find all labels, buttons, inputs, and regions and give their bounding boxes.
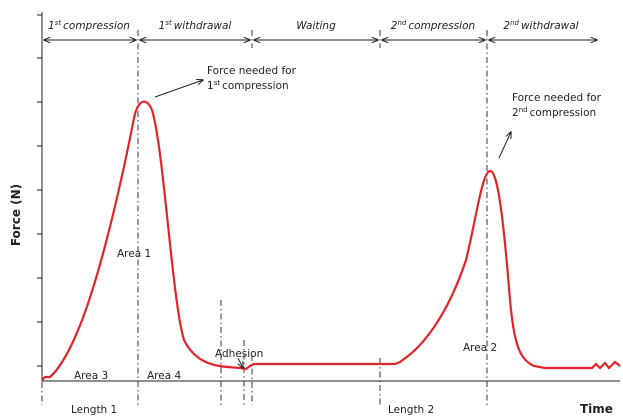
peak1-label: 1st compression: [207, 79, 289, 92]
peak1-label: Force needed for: [207, 65, 297, 77]
peak1-arrow: [154, 80, 203, 98]
x-axis-label: Time: [580, 402, 613, 416]
axes: [37, 12, 620, 382]
area-label: Area 2: [463, 342, 497, 354]
peak2-label: 2nd compression: [512, 106, 596, 119]
adhesion-label: Adhesion: [215, 348, 263, 360]
phase-label: 2nd withdrawal: [503, 19, 578, 32]
area-label: Area 4: [147, 370, 182, 382]
adhesion-arrow: [238, 357, 243, 368]
y-axis-label: Force (N): [9, 184, 23, 246]
phase-label: Waiting: [296, 20, 336, 32]
phase-label: 1st withdrawal: [159, 19, 232, 32]
peak2-label: Force needed for: [512, 92, 602, 104]
phase-label: 2nd compression: [391, 19, 475, 32]
guide-lines: [41, 30, 488, 405]
area-label: Area 1: [117, 248, 151, 260]
length-label: Length 1: [71, 404, 117, 416]
force-curve: [41, 100, 621, 381]
area-label: Area 3: [74, 370, 108, 382]
phase-label: 1st compression: [48, 19, 130, 32]
peak2-arrow: [498, 132, 511, 159]
length-label: Length 2: [388, 404, 434, 416]
